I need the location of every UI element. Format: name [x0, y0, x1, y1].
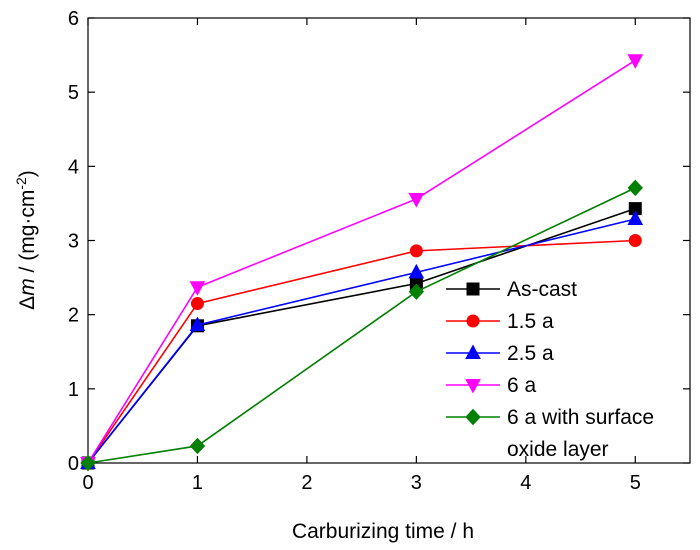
- data-point: [627, 179, 643, 197]
- legend-label-line2: oxide layer: [507, 438, 609, 461]
- y-tick-label: 1: [68, 379, 79, 401]
- legend-item-1: 1.5 a: [446, 310, 554, 333]
- legend-label: 1.5 a: [507, 310, 554, 333]
- y-tick-label: 3: [68, 231, 79, 253]
- series-line: [87, 59, 636, 464]
- data-point: [189, 281, 206, 296]
- x-tick-label: 2: [301, 472, 312, 494]
- legend-marker: [465, 379, 481, 394]
- data-point: [80, 454, 96, 472]
- data-point: [409, 244, 423, 258]
- series-0: [81, 202, 642, 470]
- legend-label: As-cast: [507, 278, 577, 301]
- legend-label: 2.5 a: [507, 342, 554, 365]
- series-lines: [80, 54, 644, 472]
- data-point: [408, 283, 425, 300]
- y-axis-title-var: m: [16, 278, 39, 296]
- legend-item-0: As-cast: [446, 278, 577, 301]
- x-axis-title: Carburizing time / h: [292, 520, 474, 543]
- y-axis-title-prefix: Δ: [16, 296, 39, 310]
- y-tick-label: 0: [68, 453, 79, 475]
- data-point: [627, 210, 644, 225]
- legend-label: 6 a: [507, 374, 537, 397]
- y-axis-title-exponent: -2: [13, 177, 29, 190]
- data-point: [627, 54, 644, 69]
- legend-label: 6 a with surface: [507, 406, 654, 429]
- data-point: [190, 297, 204, 311]
- data-point: [189, 316, 206, 332]
- data-point: [189, 437, 206, 455]
- axes: 0 1 2 3 4 5 0 1 2 3 4 5 6: [68, 8, 691, 494]
- data-point: [628, 234, 642, 247]
- legend-marker: [465, 408, 481, 426]
- series-line: [87, 218, 636, 464]
- series-4: [80, 179, 643, 472]
- legend-item-2: 2.5 a: [446, 342, 554, 365]
- x-tick-label: 5: [630, 472, 641, 494]
- data-point: [408, 192, 425, 208]
- plot-frame: [87, 17, 691, 464]
- legend-marker: [466, 282, 480, 296]
- legend-marker: [465, 344, 481, 359]
- series-line: [87, 187, 636, 464]
- legend-item-4: 6 a with surface oxide layer: [446, 406, 654, 461]
- x-tick-label: 0: [82, 472, 93, 494]
- legend: As-cast 1.5 a 2.5 a 6 a 6 a with surface oxid…: [446, 278, 654, 461]
- y-axis-title-close: ): [16, 170, 39, 177]
- data-point: [408, 263, 425, 279]
- x-tick-label: 1: [192, 472, 203, 494]
- x-tick-label: 4: [520, 472, 531, 494]
- legend-marker: [466, 314, 480, 328]
- y-tick-label: 6: [68, 8, 79, 30]
- y-tick-label: 2: [68, 305, 79, 327]
- legend-item-3: 6 a: [446, 374, 537, 397]
- x-tick-label: 3: [411, 472, 422, 494]
- y-tick-label: 5: [68, 82, 79, 104]
- y-tick-label: 4: [68, 156, 79, 178]
- series-1: [81, 234, 642, 470]
- y-axis-title-unit: / (mg·cm: [16, 190, 39, 279]
- y-axis-title: Δm / (mg·cm-2): [13, 170, 39, 310]
